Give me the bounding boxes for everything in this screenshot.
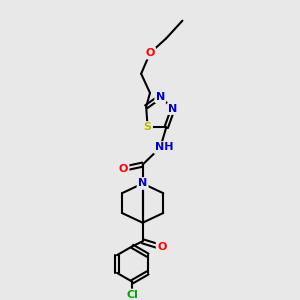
Text: N: N xyxy=(156,92,165,102)
Text: Cl: Cl xyxy=(126,290,138,300)
Text: NH: NH xyxy=(154,142,173,152)
Text: N: N xyxy=(168,103,178,114)
Text: O: O xyxy=(145,48,155,58)
Text: O: O xyxy=(157,242,167,252)
Text: S: S xyxy=(144,122,152,132)
Text: N: N xyxy=(138,178,147,188)
Text: O: O xyxy=(119,164,128,174)
